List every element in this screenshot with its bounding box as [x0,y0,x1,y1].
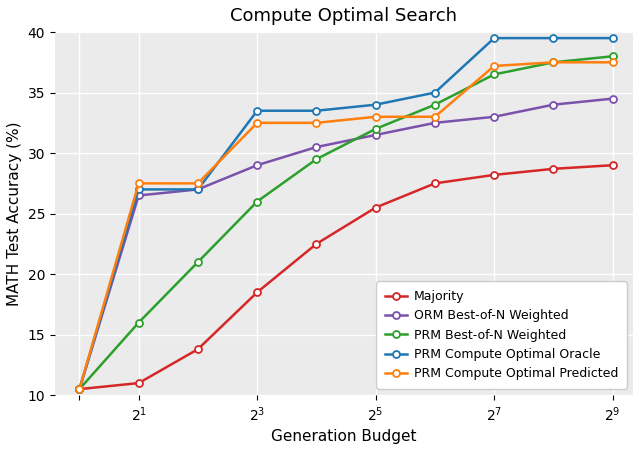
PRM Best-of-N Weighted [194,259,202,265]
PRM Compute Optimal Predicted [490,63,498,69]
PRM Best-of-N Weighted [609,54,616,59]
ORM Best-of-N Weighted [76,387,83,392]
Majority [135,380,143,386]
ORM Best-of-N Weighted [490,114,498,120]
X-axis label: Generation Budget: Generation Budget [271,429,417,444]
PRM Best-of-N Weighted [490,72,498,77]
PRM Compute Optimal Oracle [372,102,380,107]
PRM Compute Optimal Predicted [135,181,143,186]
Majority [372,205,380,210]
Majority [253,290,261,295]
PRM Compute Optimal Oracle [490,35,498,41]
PRM Compute Optimal Oracle [312,108,320,114]
Majority [312,241,320,247]
PRM Best-of-N Weighted [431,102,439,107]
Line: PRM Compute Optimal Oracle: PRM Compute Optimal Oracle [76,35,616,393]
PRM Compute Optimal Oracle [609,35,616,41]
PRM Best-of-N Weighted [135,320,143,325]
ORM Best-of-N Weighted [550,102,557,107]
Majority [490,172,498,178]
PRM Compute Optimal Oracle [431,90,439,95]
Line: Majority: Majority [76,162,616,393]
PRM Best-of-N Weighted [312,156,320,162]
PRM Best-of-N Weighted [253,199,261,204]
Line: PRM Best-of-N Weighted: PRM Best-of-N Weighted [76,53,616,393]
PRM Compute Optimal Predicted [372,114,380,120]
PRM Compute Optimal Oracle [550,35,557,41]
Majority [194,346,202,352]
PRM Best-of-N Weighted [372,126,380,132]
Majority [609,162,616,168]
Y-axis label: MATH Test Accuracy (%): MATH Test Accuracy (%) [7,121,22,306]
ORM Best-of-N Weighted [372,132,380,138]
ORM Best-of-N Weighted [253,162,261,168]
PRM Compute Optimal Predicted [76,387,83,392]
ORM Best-of-N Weighted [312,144,320,150]
Line: PRM Compute Optimal Predicted: PRM Compute Optimal Predicted [76,59,616,393]
ORM Best-of-N Weighted [609,96,616,101]
Title: Compute Optimal Search: Compute Optimal Search [230,7,458,25]
PRM Compute Optimal Oracle [135,187,143,192]
PRM Compute Optimal Predicted [253,120,261,125]
Majority [431,181,439,186]
PRM Compute Optimal Oracle [253,108,261,114]
PRM Compute Optimal Oracle [76,387,83,392]
Legend: Majority, ORM Best-of-N Weighted, PRM Best-of-N Weighted, PRM Compute Optimal Or: Majority, ORM Best-of-N Weighted, PRM Be… [376,281,627,389]
Majority [550,166,557,171]
Majority [76,387,83,392]
Line: ORM Best-of-N Weighted: ORM Best-of-N Weighted [76,95,616,393]
PRM Best-of-N Weighted [550,60,557,65]
ORM Best-of-N Weighted [431,120,439,125]
ORM Best-of-N Weighted [194,187,202,192]
PRM Compute Optimal Predicted [194,181,202,186]
PRM Compute Optimal Predicted [609,60,616,65]
ORM Best-of-N Weighted [135,193,143,198]
PRM Compute Optimal Predicted [312,120,320,125]
PRM Best-of-N Weighted [76,387,83,392]
PRM Compute Optimal Predicted [550,60,557,65]
PRM Compute Optimal Predicted [431,114,439,120]
PRM Compute Optimal Oracle [194,187,202,192]
